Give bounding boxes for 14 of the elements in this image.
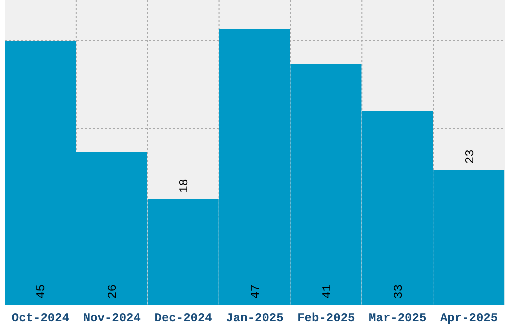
- data-label: 23: [463, 150, 478, 164]
- x-tick-label: Oct-2024: [12, 312, 70, 326]
- x-tick-label: Apr-2025: [440, 312, 498, 326]
- data-label: 33: [392, 284, 406, 299]
- data-label: 45: [34, 284, 49, 299]
- data-label: 26: [106, 284, 120, 299]
- x-tick-label: Nov-2024: [83, 312, 141, 326]
- x-tick-label: Jan-2025: [226, 312, 284, 326]
- data-label: 41: [320, 284, 334, 299]
- data-label: 18: [178, 179, 192, 194]
- x-tick-label: Mar-2025: [369, 312, 427, 326]
- x-tick-label: Dec-2024: [154, 312, 212, 326]
- x-tick-label: Feb-2025: [298, 312, 356, 326]
- data-label: 47: [248, 284, 263, 299]
